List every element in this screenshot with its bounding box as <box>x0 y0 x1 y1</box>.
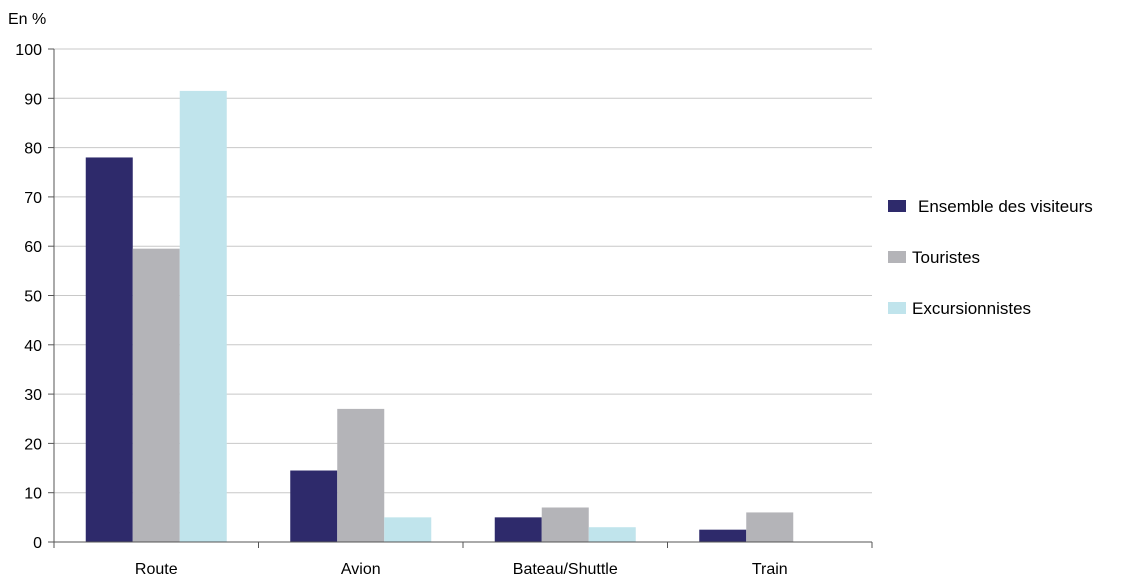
legend-label: Touristes <box>912 248 980 267</box>
bar <box>384 517 432 542</box>
y-axis-ticks: 0 10 20 30 40 50 60 70 80 90 100 <box>15 42 54 552</box>
y-tick-label: 0 <box>33 535 42 552</box>
bar <box>179 90 227 542</box>
y-tick-label: 30 <box>24 387 42 404</box>
x-axis-labels: Route Avion Bateau/Shuttle Train <box>135 561 788 578</box>
bar <box>337 408 385 542</box>
y-tick-label: 40 <box>24 338 42 355</box>
y-tick-label: 100 <box>15 42 42 59</box>
x-tick-label: Avion <box>341 561 381 578</box>
axes <box>53 49 873 548</box>
legend-swatch <box>888 200 906 212</box>
bar <box>746 512 794 542</box>
y-unit-label: En % <box>8 11 46 28</box>
bar <box>494 517 542 542</box>
legend-swatch <box>888 251 906 263</box>
y-tick-label: 70 <box>24 190 42 207</box>
y-tick-label: 60 <box>24 239 42 256</box>
bar <box>699 529 747 542</box>
x-tick-label: Bateau/Shuttle <box>513 561 618 578</box>
bar <box>85 157 133 542</box>
y-tick-label: 80 <box>24 141 42 158</box>
bar <box>541 507 589 542</box>
y-tick-label: 10 <box>24 486 42 503</box>
x-tick-label: Train <box>752 561 788 578</box>
y-tick-label: 50 <box>24 289 42 306</box>
bar <box>588 527 636 542</box>
legend-label: Ensemble des visiteurs <box>918 197 1093 216</box>
bar <box>132 248 180 543</box>
y-tick-label: 90 <box>24 91 42 108</box>
legend: Ensemble des visiteurs Touristes Excursion… <box>888 197 1093 318</box>
bars-group <box>85 90 794 543</box>
legend-swatch <box>888 302 906 314</box>
x-tick-label: Route <box>135 561 178 578</box>
legend-label: Excursionnistes <box>912 299 1031 318</box>
bar <box>290 470 338 542</box>
y-tick-label: 20 <box>24 436 42 453</box>
